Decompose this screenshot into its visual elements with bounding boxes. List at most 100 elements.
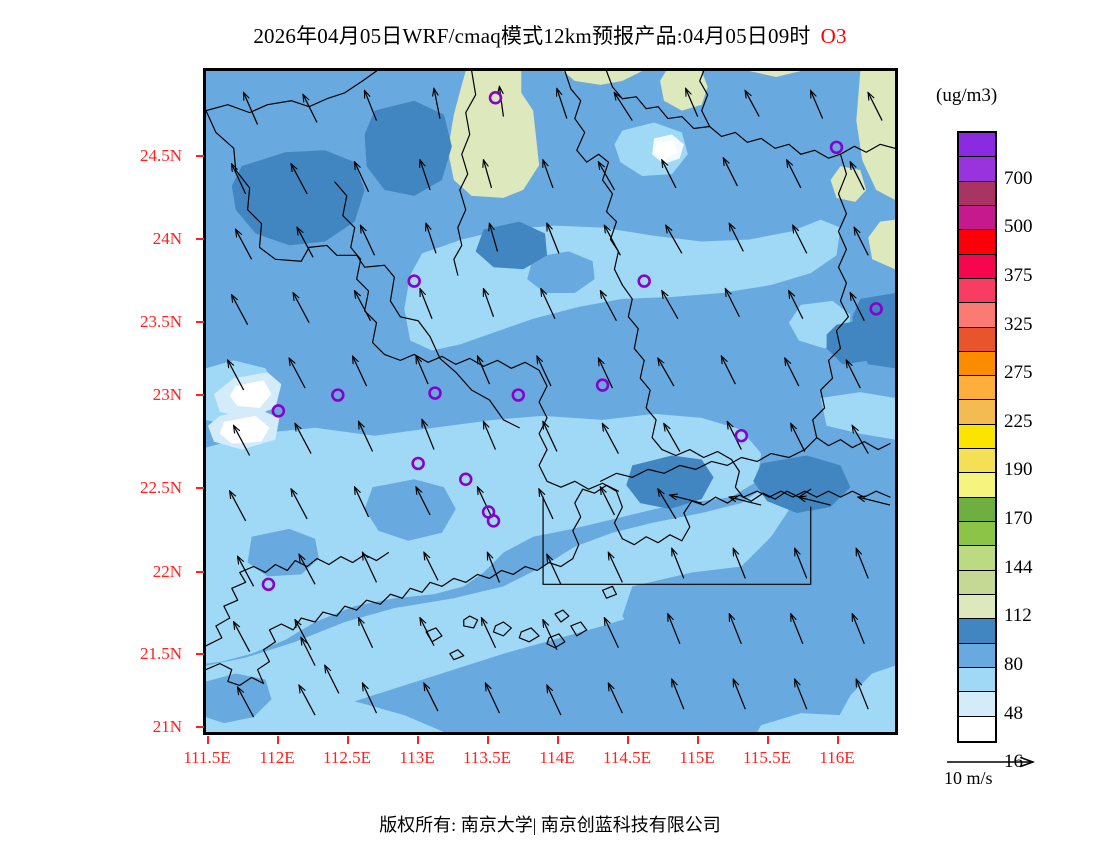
colorbar[interactable] <box>957 131 997 743</box>
lat-tick-label: 21N <box>152 717 182 736</box>
colorbar-tick-label: 700 <box>1004 167 1033 189</box>
colorbar-band <box>959 133 995 158</box>
colorbar-tick-label: 325 <box>1004 313 1033 335</box>
colorbar-tick-label: 500 <box>1004 216 1033 238</box>
colorbar-band <box>959 497 995 522</box>
station-marker <box>734 428 749 443</box>
station-marker <box>428 386 442 400</box>
copyright-footer: 版权所有: 南京大学| 南京创蓝科技有限公司 <box>379 815 721 835</box>
lat-tick-label: 22N <box>152 562 182 581</box>
station-marker <box>261 577 276 592</box>
colorbar-tick-label: 170 <box>1004 508 1033 530</box>
lat-tick-label: 22.5N <box>139 478 182 497</box>
colorbar-band <box>959 181 995 206</box>
contour-fill-layer <box>206 71 895 732</box>
lon-tick-label: 114.5E <box>602 748 651 767</box>
lon-tick-mark <box>837 736 839 744</box>
colorbar-band <box>959 522 995 547</box>
station-marker <box>488 91 503 105</box>
colorbar-band <box>959 619 995 644</box>
colorbar-band <box>959 473 995 498</box>
colorbar-band <box>959 424 995 450</box>
lat-tick-mark <box>196 571 204 573</box>
colorbar-band <box>959 254 995 279</box>
colorbar-band <box>959 667 995 693</box>
colorbar-band <box>959 546 995 571</box>
colorbar-band <box>959 376 995 401</box>
colorbar-tick-label: 112 <box>1004 605 1032 627</box>
colorbar-tick-label: 375 <box>1004 264 1033 286</box>
lat-tick-mark <box>196 726 204 728</box>
lat-tick-label: 21.5N <box>139 644 182 663</box>
lon-tick-mark <box>347 736 349 744</box>
colorbar-band <box>959 594 995 620</box>
lon-tick-label: 113E <box>399 748 435 767</box>
lon-tick-mark <box>277 736 279 744</box>
lon-tick-mark <box>487 736 489 744</box>
lat-tick-mark <box>196 155 204 157</box>
colorbar-tick-label: 48 <box>1004 702 1023 724</box>
station-marker <box>331 388 345 402</box>
lat-tick-mark <box>196 238 204 240</box>
colorbar-band <box>959 303 995 328</box>
map-canvas <box>206 71 895 732</box>
station-marker <box>595 378 610 392</box>
lon-tick-mark <box>697 736 699 744</box>
lon-tick-label: 116E <box>819 748 855 767</box>
lon-tick-label: 112.5E <box>322 748 371 767</box>
colorbar-band <box>959 278 995 304</box>
station-marker <box>458 472 473 487</box>
lat-tick-label: 23.5N <box>139 312 182 331</box>
lon-tick-label: 113.5E <box>462 748 511 767</box>
colorbar-tick-label: 275 <box>1004 362 1033 384</box>
colorbar-units-label: (ug/m3) <box>936 85 998 106</box>
colorbar-band <box>959 716 995 741</box>
lat-tick-mark <box>196 394 204 396</box>
colorbar-band <box>959 643 995 668</box>
station-marker <box>486 514 501 528</box>
colorbar-band <box>959 692 995 717</box>
colorbar-tick-label: 144 <box>1004 556 1033 578</box>
lon-tick-mark <box>207 736 209 744</box>
station-marker-layer <box>261 91 883 592</box>
lon-tick-mark <box>627 736 629 744</box>
lon-tick-label: 115.5E <box>742 748 791 767</box>
colorbar-band <box>959 157 995 182</box>
lon-tick-label: 111.5E <box>183 748 231 767</box>
wind-vector-layer <box>228 87 891 718</box>
colorbar-band <box>959 570 995 595</box>
title-text: 2026年04月05日WRF/cmaq模式12km预报产品:04月05日09时 <box>253 24 811 48</box>
colorbar-tick-label: 80 <box>1004 654 1023 676</box>
species-label: O3 <box>820 24 847 48</box>
wind-scale-arrow-icon <box>947 752 1055 772</box>
colorbar-band <box>959 449 995 474</box>
station-marker <box>411 456 425 471</box>
lon-tick-label: 112E <box>259 748 295 767</box>
colorbar-band <box>959 351 995 377</box>
lon-tick-mark <box>767 736 769 744</box>
map-plot-area[interactable] <box>203 68 898 735</box>
station-marker <box>637 274 651 288</box>
colorbar-band <box>959 230 995 255</box>
lat-tick-mark <box>196 321 204 323</box>
colorbar-band <box>959 205 995 231</box>
colorbar-band <box>959 327 995 352</box>
station-marker <box>271 404 286 418</box>
lat-tick-label: 24.5N <box>139 146 182 165</box>
station-marker <box>829 140 844 155</box>
colorbar-tick-label: 225 <box>1004 410 1033 432</box>
station-marker <box>869 302 883 316</box>
lat-tick-mark <box>196 653 204 655</box>
lat-tick-label: 24N <box>152 229 182 248</box>
lat-tick-mark <box>196 487 204 489</box>
lon-tick-label: 114E <box>539 748 575 767</box>
lon-tick-mark <box>557 736 559 744</box>
wind-scale-label: 10 m/s <box>944 768 993 788</box>
station-marker <box>511 388 526 402</box>
lon-tick-mark <box>417 736 419 744</box>
station-marker <box>407 274 421 288</box>
colorbar-tick-label: 190 <box>1004 459 1033 481</box>
page-title: 2026年04月05日WRF/cmaq模式12km预报产品:04月05日09时 O… <box>0 20 1100 50</box>
